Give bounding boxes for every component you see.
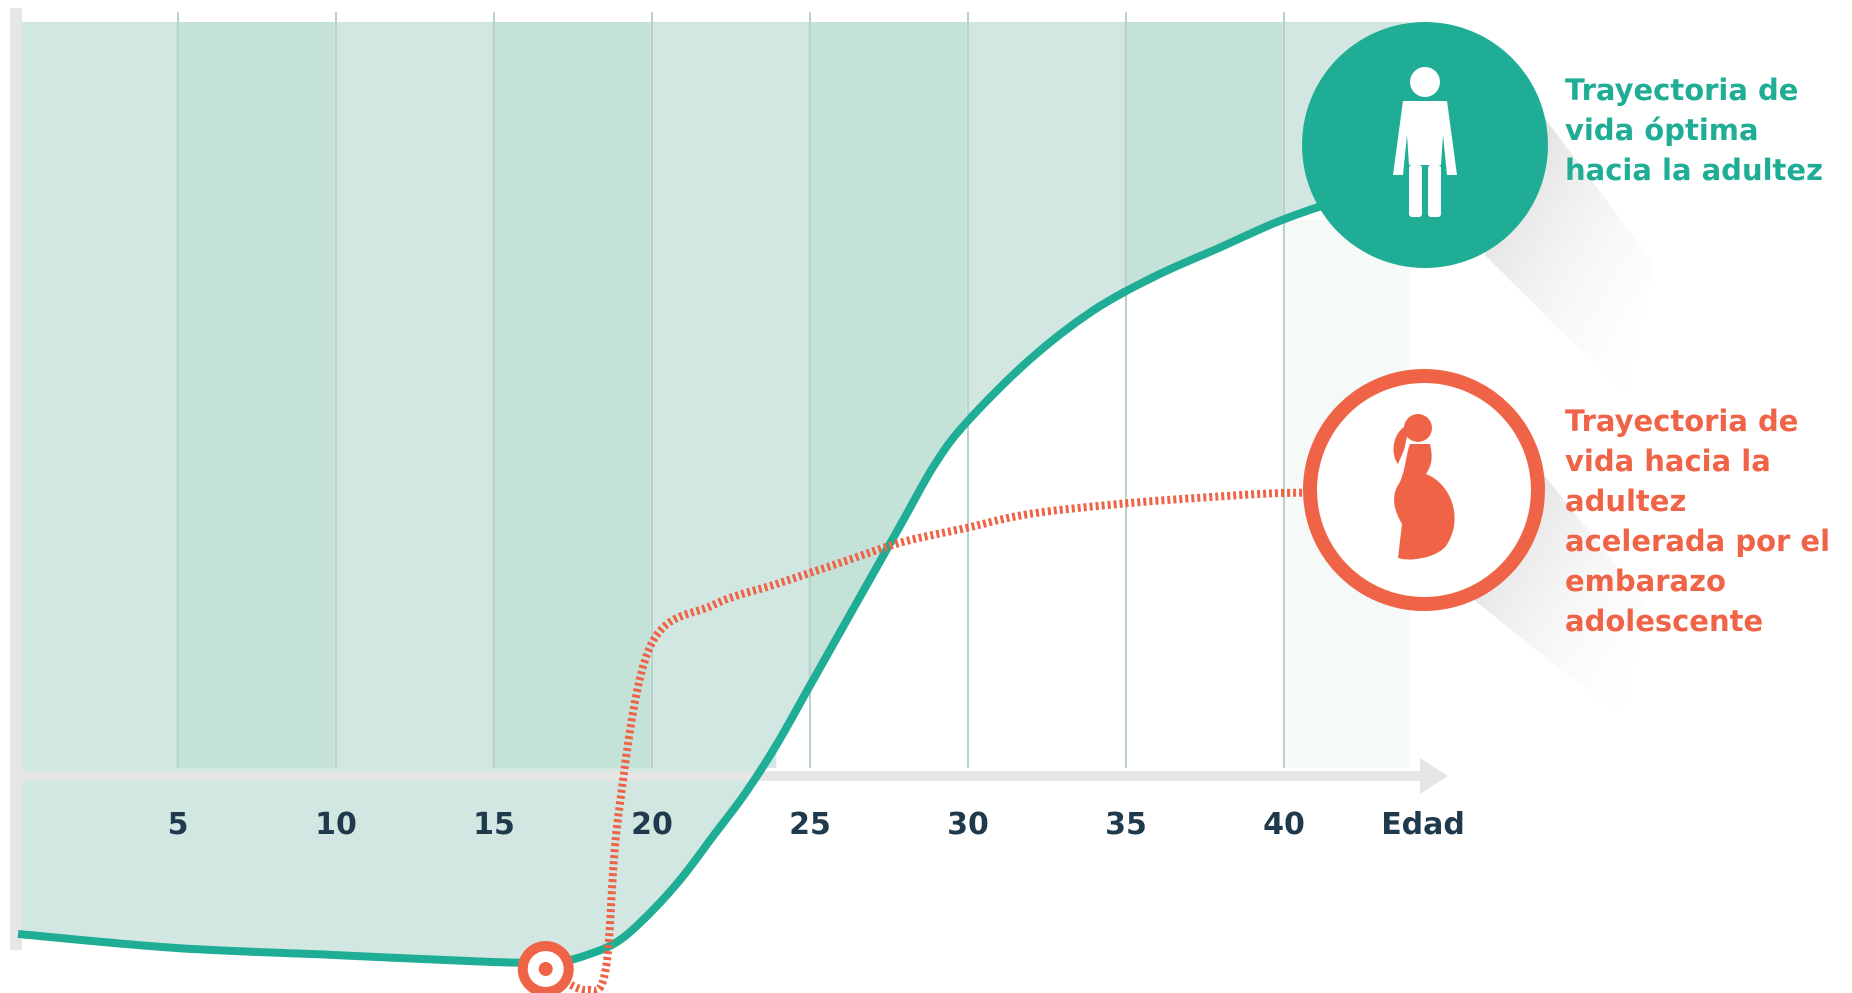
- x-tick-label: 30: [947, 807, 989, 842]
- accelerated-icon-head: [1404, 414, 1432, 442]
- accelerated-icon-ponytail: [1393, 424, 1410, 464]
- marker-center-dot: [538, 962, 553, 976]
- start-marker: [517, 941, 574, 993]
- legend-accelerated-label: Trayectoria de vida hacia la adultez ace…: [1565, 404, 1831, 638]
- optimal-icon-leg-right: [1428, 165, 1441, 217]
- optimal-icon-head: [1410, 67, 1440, 97]
- band-0: [18, 22, 176, 768]
- optimal-icon-leg-left: [1409, 165, 1422, 217]
- x-tick-label: 35: [1105, 807, 1147, 842]
- band-1: [176, 22, 334, 768]
- legend-icons: [1302, 22, 1655, 720]
- optimal-icon-body: [1393, 101, 1457, 175]
- legend-optimal-label: Trayectoria de vida óptima hacia la adul…: [1565, 73, 1823, 187]
- chart-background: [18, 22, 1440, 962]
- pregnant-woman-icon: [1393, 414, 1455, 560]
- standing-woman-icon: [1393, 67, 1457, 217]
- x-tick-label: 5: [168, 807, 189, 842]
- x-tick-label: 10: [315, 807, 357, 842]
- band-4: [650, 22, 808, 768]
- axes: [10, 8, 1448, 950]
- series-line-0: [17, 174, 1441, 967]
- x-tick-label: Edad: [1381, 807, 1465, 842]
- series-line-1: [553, 488, 1409, 993]
- x-tick-labels: 5 10 15 20 25 30 35 40 Edad: [168, 807, 1465, 842]
- series-lines: [17, 174, 1441, 993]
- x-tick-label: 15: [473, 807, 515, 842]
- x-tick-label: 20: [631, 807, 673, 842]
- accelerated-icon-body: [1394, 444, 1455, 560]
- x-tick-label: 40: [1263, 807, 1305, 842]
- band-2: [334, 22, 492, 768]
- band-3: [492, 22, 650, 768]
- grid-lines: [177, 12, 1285, 768]
- x-tick-label: 25: [789, 807, 831, 842]
- area-above-curve: [681, 178, 1440, 878]
- x-axis-arrow: [1420, 758, 1448, 794]
- area-below-axis: [18, 745, 777, 962]
